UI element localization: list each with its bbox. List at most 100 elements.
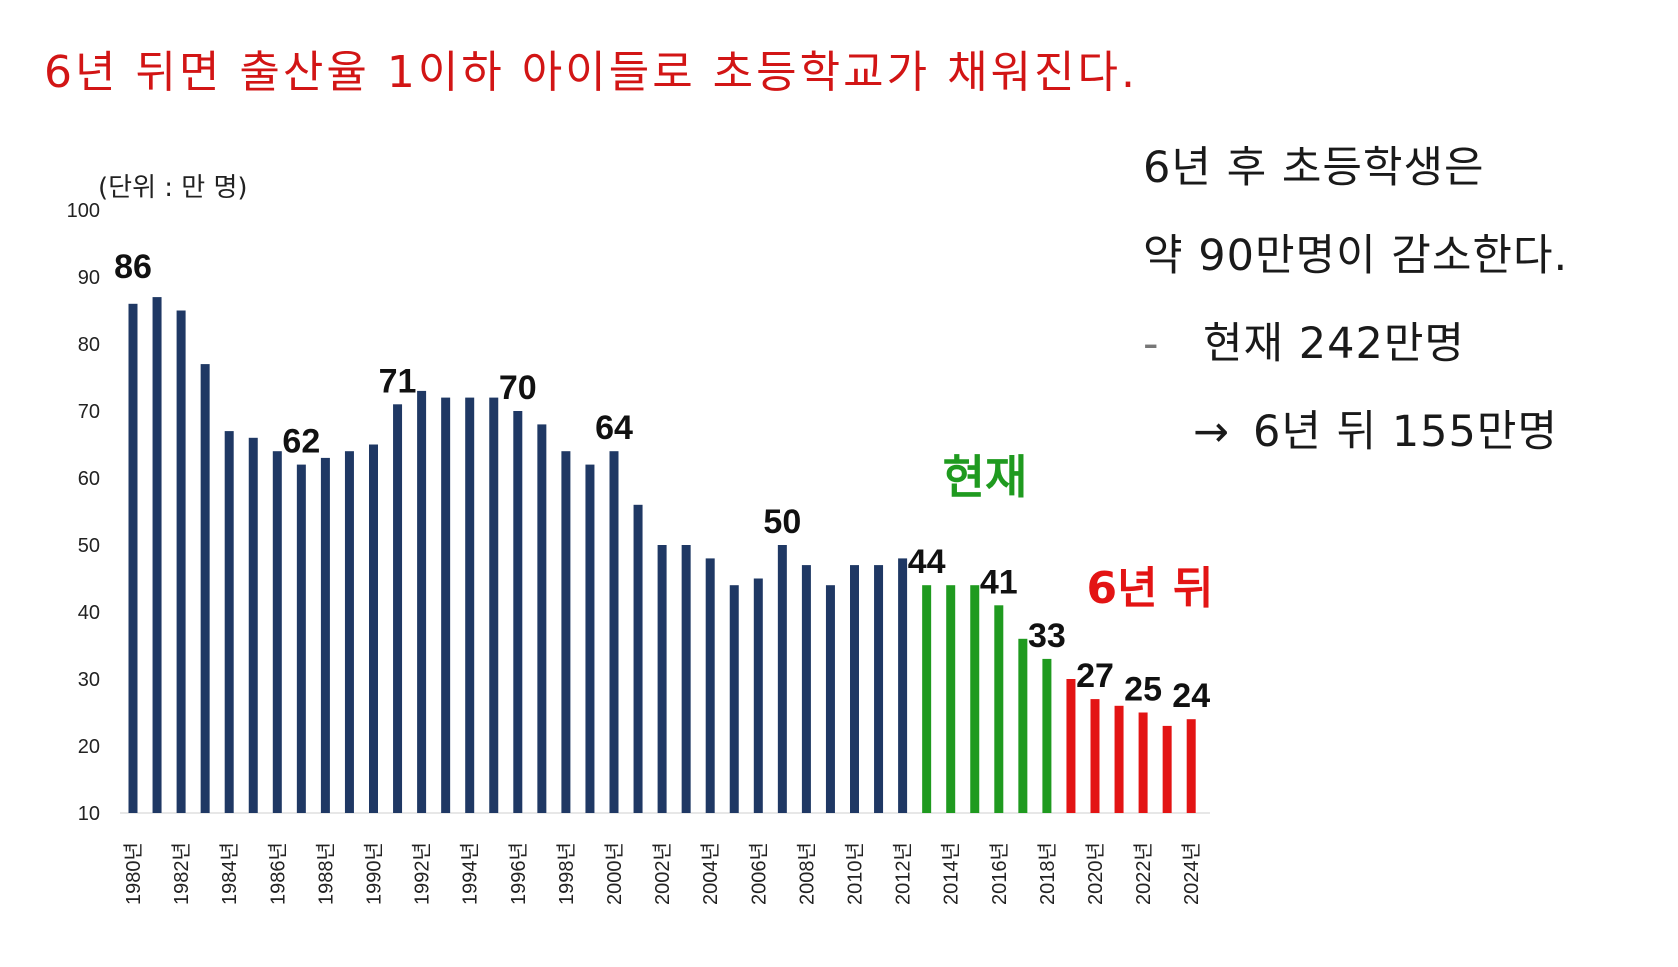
bar-2014년	[946, 585, 956, 813]
y-tick-label: 30	[78, 669, 100, 691]
x-tick-label: 1992년	[411, 842, 434, 905]
data-label: 64	[595, 409, 633, 447]
bar-1989년	[344, 451, 354, 813]
y-tick-label: 40	[78, 602, 100, 624]
bar-2007년	[777, 545, 787, 813]
bar-2008년	[801, 565, 811, 813]
bar-2018년	[1042, 658, 1052, 813]
x-tick-label: 1998년	[555, 842, 578, 905]
bar-1990년	[369, 444, 378, 813]
bar-2024년	[1186, 719, 1196, 813]
bar-1999년	[585, 464, 595, 813]
y-tick-label: 70	[78, 401, 100, 423]
bar-2021년	[1114, 705, 1124, 813]
summary-text: 6년 후 초등학생은 약 90만명이 감소한다. - 현재 242만명 → 6년 뒤…	[1143, 138, 1568, 490]
bullet-dash: -	[1143, 319, 1160, 369]
bar-1988년	[320, 457, 330, 813]
bar-1986년	[272, 451, 282, 813]
data-label: 27	[1076, 657, 1114, 695]
data-label: 50	[763, 503, 801, 541]
bar-1993년	[441, 397, 451, 813]
annotation-future: 6년 뒤	[1087, 563, 1214, 614]
x-tick-label: 2014년	[940, 842, 963, 905]
data-label: 44	[908, 543, 946, 581]
bar-1983년	[200, 364, 210, 813]
x-tick-label: 2004년	[699, 842, 722, 905]
bar-1996년	[513, 411, 523, 813]
data-label: 71	[379, 362, 417, 400]
summary-line-1: 6년 후 초등학생은	[1143, 143, 1485, 193]
y-tick-label: 10	[78, 803, 100, 825]
x-tick-label: 2012년	[892, 842, 915, 905]
bar-1982년	[176, 310, 186, 813]
x-tick-label: 2002년	[651, 842, 674, 905]
bar-2013년	[922, 585, 932, 813]
bar-1987년	[296, 464, 306, 813]
data-label: 62	[282, 423, 320, 461]
y-tick-label: 60	[78, 468, 100, 490]
x-tick-label: 2000년	[603, 842, 626, 905]
summary-line-2: 약 90만명이 감소한다.	[1143, 231, 1569, 281]
bar-2004년	[705, 558, 715, 813]
bar-2011년	[874, 565, 884, 813]
bar-1980년	[128, 303, 138, 813]
bar-2005년	[729, 585, 739, 813]
x-tick-label: 1984년	[218, 842, 241, 905]
bar-2016년	[994, 605, 1004, 813]
bar-1985년	[248, 437, 258, 813]
x-tick-label: 1980년	[122, 842, 145, 905]
arrow-icon: →	[1193, 407, 1231, 457]
bar-1994년	[465, 397, 475, 813]
bar-2023년	[1162, 725, 1172, 813]
bar-2022년	[1138, 712, 1148, 813]
bar-2012년	[898, 558, 908, 813]
y-tick-label: 20	[78, 736, 100, 758]
x-tick-label: 1996년	[507, 842, 530, 905]
unit-label: (단위 : 만 명)	[98, 173, 248, 203]
bar-2001년	[633, 504, 643, 813]
bar-1984년	[224, 431, 234, 813]
x-tick-label: 2008년	[795, 842, 818, 905]
x-tick-label: 2016년	[988, 842, 1011, 905]
x-tick-label: 2024년	[1180, 842, 1203, 905]
future-count-text: 6년 뒤 155만명	[1253, 407, 1559, 457]
bar-1998년	[561, 451, 571, 813]
data-label: 25	[1124, 671, 1162, 709]
data-label: 33	[1028, 617, 1066, 655]
bar-1995년	[489, 397, 499, 813]
bar-1991년	[393, 404, 403, 813]
annotation-current: 현재	[943, 450, 1028, 504]
bar-2019년	[1066, 679, 1076, 813]
x-tick-label: 2018년	[1036, 842, 1059, 905]
summary-line-4: → 6년 뒤 155만명	[1143, 402, 1568, 490]
data-label: 41	[980, 563, 1018, 601]
bar-2017년	[1018, 638, 1028, 813]
x-tick-label: 1986년	[266, 842, 289, 905]
x-tick-label: 1994년	[459, 842, 482, 905]
data-label: 70	[499, 369, 537, 407]
bar-2009년	[825, 585, 835, 813]
x-tick-label: 1990년	[363, 842, 386, 905]
x-tick-label: 2006년	[747, 842, 770, 905]
bar-1992년	[417, 390, 427, 813]
bar-1981년	[152, 297, 162, 814]
y-tick-label: 100	[67, 200, 100, 222]
x-tick-label: 2022년	[1132, 842, 1155, 905]
y-tick-label: 80	[78, 334, 100, 356]
y-tick-label: 90	[78, 267, 100, 289]
data-label: 24	[1172, 677, 1210, 715]
x-tick-label: 2010년	[844, 842, 867, 905]
summary-line-3: - 현재 242만명	[1143, 314, 1568, 402]
data-label: 86	[114, 248, 152, 286]
bar-2003년	[681, 545, 691, 813]
y-tick-label: 50	[78, 535, 100, 557]
bar-2006년	[753, 578, 763, 813]
x-tick-label: 1982년	[170, 842, 193, 905]
bar-2002년	[657, 545, 667, 813]
bar-2000년	[609, 451, 619, 813]
x-tick-label: 1988년	[314, 842, 337, 905]
bar-2020년	[1090, 699, 1100, 813]
bar-1997년	[537, 424, 547, 813]
bar-2010년	[850, 565, 859, 813]
